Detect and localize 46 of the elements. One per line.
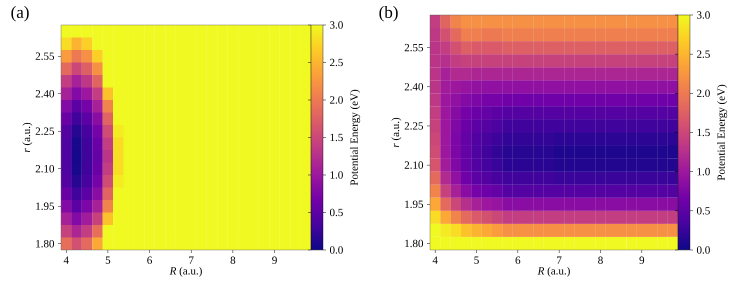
y-tick-label: 2.55 — [404, 44, 424, 52]
x-tick-label: 8 — [598, 256, 603, 264]
color-bar-label: 1.0 — [697, 168, 710, 176]
x-tick-label: 5 — [106, 256, 110, 264]
x-tick-label: 6 — [516, 256, 520, 264]
x-tick-label: 7 — [557, 256, 562, 264]
color-bar-label: 1.5 — [697, 128, 710, 136]
y-axis-title: r (a.u.) — [22, 122, 32, 152]
color-bar-label: 0.5 — [330, 208, 343, 216]
color-bar-label: 2.0 — [697, 90, 710, 98]
x-tick-label: 8 — [230, 256, 236, 264]
y-tick-label: 2.40 — [36, 90, 54, 98]
color-bar-label: 0.5 — [696, 207, 710, 215]
y-tick-label: 1.95 — [36, 202, 54, 210]
x-tick-label: 9 — [639, 256, 644, 264]
chart-title: (a) — [11, 6, 29, 22]
y-axis-title: r (a.u.) — [391, 118, 402, 148]
color-bar-label: 2.5 — [330, 58, 343, 66]
y-tick-label: 2.40 — [404, 83, 424, 91]
color-bar-title: Potential Energy (eV) — [717, 84, 728, 180]
y-tick-label: 1.80 — [36, 240, 54, 248]
x-tick-label: 9 — [272, 256, 277, 264]
y-tick-label: 1.80 — [405, 240, 424, 248]
x-axis-title: R (a.u.) — [538, 266, 570, 277]
x-tick-label: 5 — [474, 256, 479, 264]
color-bar-label: 3.0 — [330, 21, 343, 29]
x-tick-label: 4 — [64, 256, 69, 264]
color-bar-label: 3.0 — [697, 11, 710, 19]
x-tick-label: 4 — [432, 256, 438, 264]
x-tick-label: 6 — [147, 256, 152, 264]
color-bar-label: 0.0 — [696, 246, 710, 254]
color-bar-label: 2.0 — [330, 96, 343, 104]
color-bar-label: 2.5 — [697, 50, 710, 58]
y-tick-label: 1.95 — [405, 200, 424, 208]
y-tick-label: 2.55 — [36, 52, 54, 60]
x-axis-title: R (a.u.) — [170, 266, 202, 277]
y-tick-label: 2.25 — [36, 128, 54, 135]
x-tick-label: 7 — [189, 256, 194, 264]
y-tick-label: 2.10 — [36, 165, 54, 172]
y-tick-label: 2.10 — [404, 161, 424, 169]
color-bar-label: 0.0 — [330, 246, 343, 254]
color-bar-title: Potential Energy (eV) — [350, 90, 360, 186]
chart-title: (b) — [379, 6, 398, 22]
y-tick-label: 2.25 — [404, 122, 424, 130]
color-bar-label: 1.0 — [330, 171, 343, 179]
color-bar-label: 1.5 — [330, 134, 343, 142]
